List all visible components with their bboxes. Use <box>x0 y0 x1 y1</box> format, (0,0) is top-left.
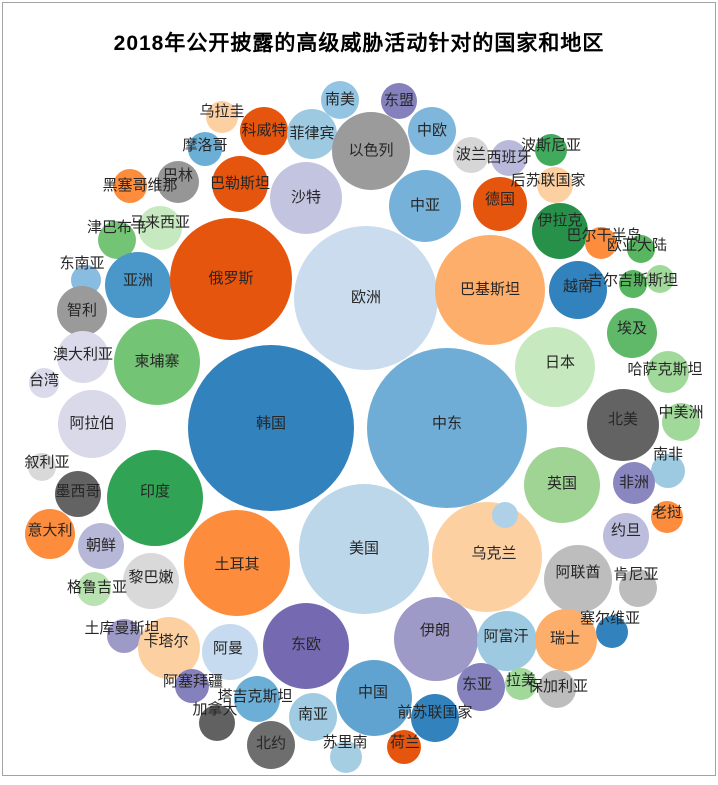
bubble-拉美[interactable] <box>505 668 537 700</box>
bubble-英国[interactable] <box>524 447 600 523</box>
bubble-波斯尼亚[interactable] <box>535 134 567 166</box>
bubble-韩国[interactable] <box>188 345 354 511</box>
bubble-巴尔干半岛[interactable] <box>585 227 617 259</box>
bubble-土耳其[interactable] <box>184 510 290 616</box>
bubble-朝鲜[interactable] <box>78 523 124 569</box>
bubble-黑塞哥维那[interactable] <box>113 169 147 203</box>
bubble-台湾[interactable] <box>29 368 59 398</box>
bubble-柬埔寨[interactable] <box>114 319 200 405</box>
bubble-德国[interactable] <box>473 177 527 231</box>
bubble-摩洛哥[interactable] <box>188 132 222 166</box>
bubble-阿拉伯[interactable] <box>58 390 126 458</box>
bubble-埃及[interactable] <box>607 308 657 358</box>
bubble-亚洲[interactable] <box>105 252 171 318</box>
bubble-后苏联国家[interactable] <box>537 167 573 203</box>
bubble-阿塞拜疆[interactable] <box>175 669 209 703</box>
bubble-东亚[interactable] <box>457 663 505 711</box>
bubble-中欧[interactable] <box>408 107 456 155</box>
bubble-荷兰[interactable] <box>387 730 421 764</box>
bubble-黎巴嫩[interactable] <box>123 553 179 609</box>
bubble-肯尼亚[interactable] <box>619 569 657 607</box>
bubble-保加利亚[interactable] <box>538 670 576 708</box>
bubble-中亚[interactable] <box>389 170 461 242</box>
bubble-塔吉克斯坦[interactable] <box>234 676 280 722</box>
bubble-格鲁吉亚[interactable] <box>77 572 111 606</box>
bubble-印度[interactable] <box>107 450 203 546</box>
bubble-马来西亚[interactable] <box>138 206 182 250</box>
bubble-吉尔吉斯斯坦[interactable] <box>619 270 647 298</box>
bubble-智利[interactable] <box>57 286 107 336</box>
bubble[interactable] <box>492 502 518 528</box>
bubble-巴勒斯坦[interactable] <box>212 156 268 212</box>
bubble-沙特[interactable] <box>270 162 342 234</box>
bubble-东欧[interactable] <box>263 603 349 689</box>
bubble-北美[interactable] <box>587 389 659 461</box>
bubble-墨西哥[interactable] <box>55 471 101 517</box>
bubble-非洲[interactable] <box>613 462 655 504</box>
bubble[interactable] <box>646 265 674 293</box>
bubble-卡塔尔[interactable] <box>138 617 200 679</box>
bubble-意大利[interactable] <box>25 509 75 559</box>
bubble-以色列[interactable] <box>332 112 410 190</box>
bubble-美国[interactable] <box>299 484 429 614</box>
bubble-南美[interactable] <box>321 81 359 119</box>
chart-title: 2018年公开披露的高级威胁活动针对的国家和地区 <box>113 32 605 55</box>
bubble-老挝[interactable] <box>651 501 683 533</box>
bubble-南亚[interactable] <box>289 693 337 741</box>
bubble-塞尔维亚[interactable] <box>596 616 628 648</box>
bubble-约旦[interactable] <box>603 513 649 559</box>
bubble-中美洲[interactable] <box>662 403 700 441</box>
bubble-阿富汗[interactable] <box>477 611 537 671</box>
bubble-越南[interactable] <box>549 261 607 319</box>
bubble-伊朗[interactable] <box>394 597 478 681</box>
bubble-西班牙[interactable] <box>491 140 527 176</box>
bubble-中东[interactable] <box>367 348 527 508</box>
bubble-波兰[interactable] <box>453 137 489 173</box>
bubble-阿联酋[interactable] <box>544 545 612 613</box>
bubble-巴基斯坦[interactable] <box>435 235 545 345</box>
bubble-加拿大[interactable] <box>199 705 235 741</box>
bubble-苏里南[interactable] <box>330 741 362 773</box>
bubble-乌拉圭[interactable] <box>206 101 238 133</box>
bubble-乌克兰[interactable] <box>432 502 542 612</box>
bubble-南非[interactable] <box>651 454 685 488</box>
bubble-哈萨克斯坦[interactable] <box>647 351 689 393</box>
bubble-欧洲[interactable] <box>294 226 438 370</box>
bubble-阿曼[interactable] <box>202 624 258 680</box>
bubble-前苏联国家[interactable] <box>411 694 459 742</box>
bubble-瑞士[interactable] <box>535 609 597 671</box>
bubble-中国[interactable] <box>336 660 412 736</box>
bubble-欧亚大陆[interactable] <box>627 235 655 263</box>
bubble-叙利亚[interactable] <box>28 453 56 481</box>
bubble-北约[interactable] <box>247 721 295 769</box>
bubble-科威特[interactable] <box>240 107 288 155</box>
bubble-俄罗斯[interactable] <box>170 218 292 340</box>
bubble-菲律宾[interactable] <box>287 109 337 159</box>
bubble-巴林[interactable] <box>157 161 199 203</box>
bubble-伊拉克[interactable] <box>532 203 588 259</box>
bubble-土库曼斯坦[interactable] <box>107 619 141 653</box>
bubble-日本[interactable] <box>515 327 595 407</box>
bubble-东盟[interactable] <box>381 83 417 119</box>
bubble-澳大利亚[interactable] <box>57 331 109 383</box>
